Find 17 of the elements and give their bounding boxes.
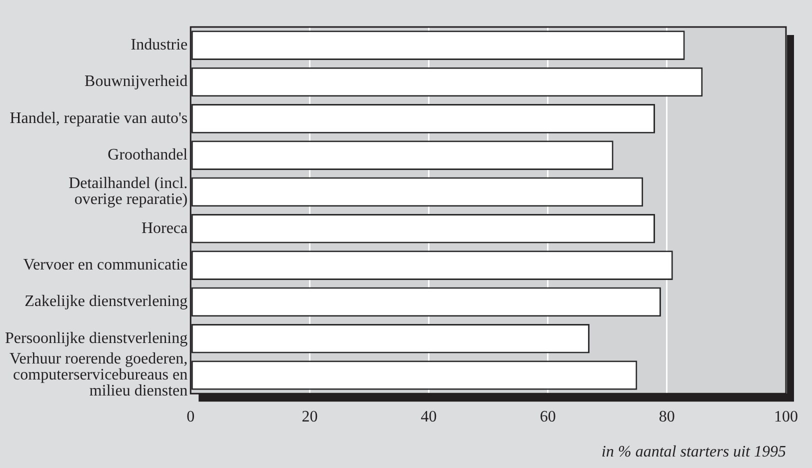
y-tick-label: Handel, reparatie van auto's bbox=[10, 110, 188, 127]
x-axis-title: in % aantal starters uit 1995 bbox=[602, 444, 786, 461]
y-tick-label: Groothandel bbox=[108, 146, 188, 164]
x-tick-label: 80 bbox=[658, 408, 675, 426]
y-tick-label: Vervoer en communicatie bbox=[23, 256, 188, 274]
y-tick-label: Detailhandel (incl. overige reparatie) bbox=[68, 175, 188, 208]
y-tick-label: Verhuur roerende goederen, computerservicebureaus en milieu diensten bbox=[9, 350, 188, 400]
x-tick-label: 0 bbox=[186, 408, 195, 426]
y-tick-label: Persoonlijke dienstverlening bbox=[4, 330, 188, 347]
x-tick-label: 40 bbox=[420, 408, 437, 426]
y-tick-label: Industrie bbox=[130, 36, 188, 54]
y-tick-label: Zakelijke dienstverlening bbox=[24, 293, 188, 310]
x-tick-label: 100 bbox=[774, 408, 798, 426]
y-tick-label: Bouwnijverheid bbox=[84, 73, 188, 90]
y-tick-label: Horeca bbox=[141, 220, 188, 237]
x-tick-label: 20 bbox=[302, 408, 318, 426]
x-tick-label: 60 bbox=[540, 408, 556, 426]
